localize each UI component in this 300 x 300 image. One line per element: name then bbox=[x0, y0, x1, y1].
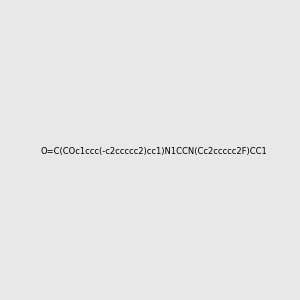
Text: O=C(COc1ccc(-c2ccccc2)cc1)N1CCN(Cc2ccccc2F)CC1: O=C(COc1ccc(-c2ccccc2)cc1)N1CCN(Cc2ccccc… bbox=[40, 147, 267, 156]
